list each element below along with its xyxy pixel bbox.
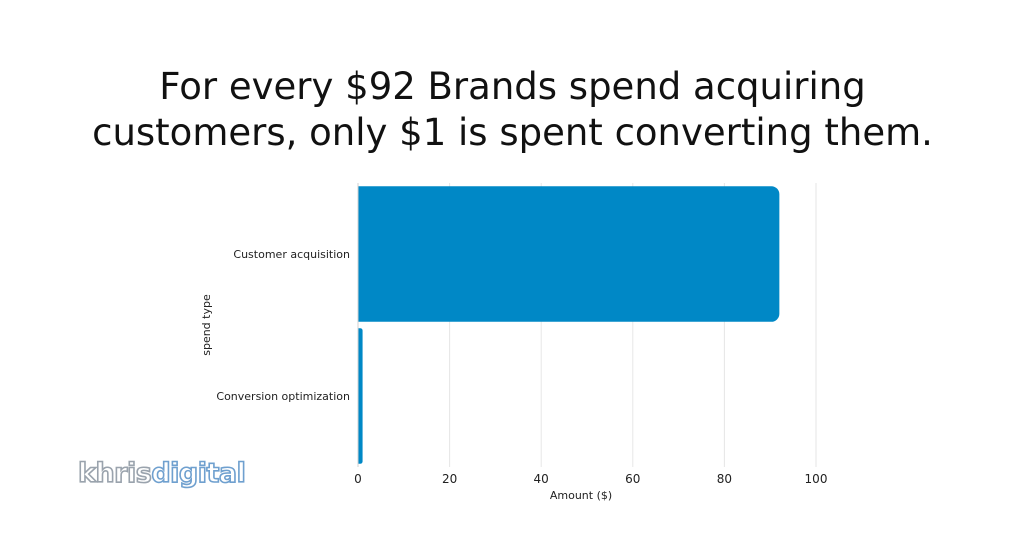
- bars: [358, 186, 780, 464]
- khrisdigital-logo: khrisdigital: [77, 457, 247, 490]
- bar-conversion-optimization: [358, 328, 363, 464]
- chart-title-line-2: customers, only $1 is spent converting t…: [92, 111, 933, 154]
- x-tick-label: 20: [442, 472, 457, 486]
- category-label: Conversion optimization: [216, 390, 350, 403]
- x-tick-label: 40: [534, 472, 549, 486]
- x-tick-label: 60: [625, 472, 640, 486]
- x-tick-label: 80: [717, 472, 732, 486]
- x-tick-label: 100: [805, 472, 828, 486]
- chart-title: For every $92 Brands spend acquiring cus…: [40, 64, 985, 156]
- logo-word-2: digital: [151, 457, 247, 490]
- x-tick-label: 0: [354, 472, 362, 486]
- x-tick-labels: 0 20 40 60 80 100: [354, 472, 827, 486]
- x-axis-title: Amount ($): [550, 489, 612, 502]
- category-label: Customer acquisition: [233, 248, 350, 261]
- logo-word-1: khris: [77, 457, 152, 490]
- y-axis-title: spend type: [200, 294, 213, 356]
- chart-title-line-1: For every $92 Brands spend acquiring: [159, 65, 866, 108]
- bar-customer-acquisition: [358, 186, 780, 322]
- category-labels: Customer acquisition Conversion optimizat…: [216, 248, 350, 403]
